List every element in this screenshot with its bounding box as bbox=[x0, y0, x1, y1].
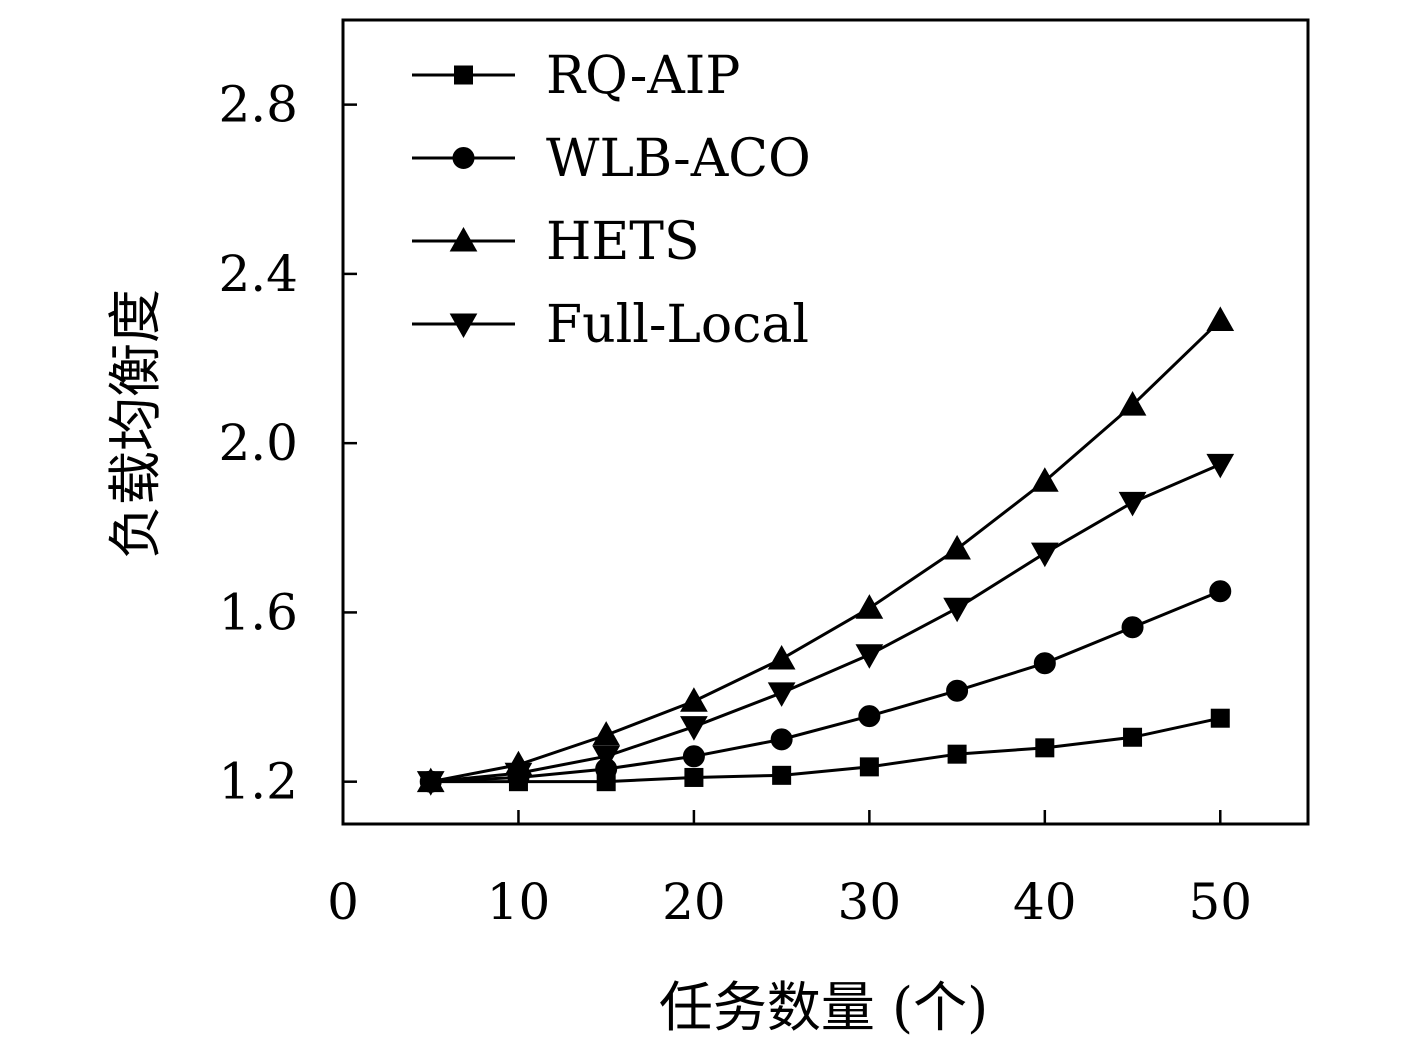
data-point bbox=[682, 745, 705, 768]
y-tick-label: 1.2 bbox=[218, 753, 298, 811]
series-line bbox=[430, 716, 1221, 784]
y-axis-title: 负载均衡度 bbox=[104, 289, 167, 559]
data-point bbox=[1209, 580, 1232, 603]
data-point bbox=[772, 765, 792, 785]
series-rq-aip bbox=[421, 708, 1230, 792]
data-point bbox=[946, 679, 969, 702]
legend-label: RQ-AIP bbox=[546, 46, 740, 106]
series-wlb-aco bbox=[419, 580, 1232, 793]
data-point bbox=[1030, 467, 1059, 492]
legend-marker bbox=[452, 147, 475, 169]
data-point bbox=[504, 762, 533, 788]
x-tick-label: 10 bbox=[487, 873, 551, 931]
data-point bbox=[1118, 391, 1147, 416]
data-point bbox=[592, 721, 621, 746]
data-point bbox=[1033, 652, 1056, 675]
data-point bbox=[1206, 306, 1235, 331]
plot-area bbox=[416, 306, 1235, 796]
data-point bbox=[858, 705, 881, 728]
legend-marker bbox=[454, 65, 473, 85]
data-point bbox=[943, 597, 971, 623]
plot-frame bbox=[341, 18, 1310, 826]
x-axis-title: 任务数量 (个) bbox=[659, 976, 988, 1039]
data-point bbox=[684, 767, 704, 787]
data-point bbox=[1206, 453, 1235, 479]
data-point bbox=[592, 745, 621, 771]
data-point bbox=[855, 594, 884, 619]
data-point bbox=[859, 757, 879, 777]
series-line bbox=[430, 589, 1221, 784]
x-tick-label: 30 bbox=[838, 873, 902, 931]
data-point bbox=[943, 534, 971, 560]
data-point bbox=[855, 644, 884, 669]
y-tick-label: 2.4 bbox=[218, 245, 298, 303]
legend-label: Full-Local bbox=[546, 295, 809, 355]
data-point bbox=[770, 728, 793, 751]
data-point bbox=[1123, 727, 1143, 747]
data-point bbox=[1030, 542, 1059, 568]
series-line bbox=[430, 319, 1222, 784]
legend: RQ-AIP WLB-ACO HETS Full-Local bbox=[412, 46, 811, 355]
x-tick-label: 50 bbox=[1188, 873, 1252, 931]
y-tick-label: 2.8 bbox=[218, 76, 298, 134]
legend-label: WLB-ACO bbox=[546, 129, 811, 189]
legend-entry: WLB-ACO bbox=[412, 129, 811, 189]
series-full-local bbox=[416, 453, 1235, 796]
legend-entry: Full-Local bbox=[412, 295, 809, 355]
y-tick-label: 1.6 bbox=[218, 583, 298, 641]
legend-entry: HETS bbox=[412, 212, 700, 272]
legend-marker bbox=[449, 313, 478, 339]
axes: 0 10 20 30 40 50 1.2 1.6 2.0 2.4 2.8 bbox=[218, 18, 1310, 931]
x-tick-label: 40 bbox=[1013, 873, 1077, 931]
data-point bbox=[680, 716, 708, 741]
data-point bbox=[947, 744, 967, 764]
data-point bbox=[1121, 616, 1144, 639]
data-point bbox=[1210, 708, 1230, 728]
data-point bbox=[767, 644, 796, 670]
data-point bbox=[1035, 738, 1055, 758]
series-hets bbox=[416, 306, 1235, 793]
data-point bbox=[1118, 491, 1147, 517]
y-tick-label: 2.0 bbox=[218, 414, 298, 472]
x-tick-label: 20 bbox=[662, 873, 726, 931]
x-tick-label: 0 bbox=[327, 873, 359, 931]
data-point bbox=[767, 682, 796, 707]
data-point bbox=[680, 687, 708, 712]
legend-entry: RQ-AIP bbox=[412, 46, 740, 106]
legend-marker bbox=[449, 226, 478, 252]
data-point bbox=[416, 771, 445, 796]
series-line bbox=[430, 462, 1221, 784]
legend-label: HETS bbox=[546, 212, 700, 272]
